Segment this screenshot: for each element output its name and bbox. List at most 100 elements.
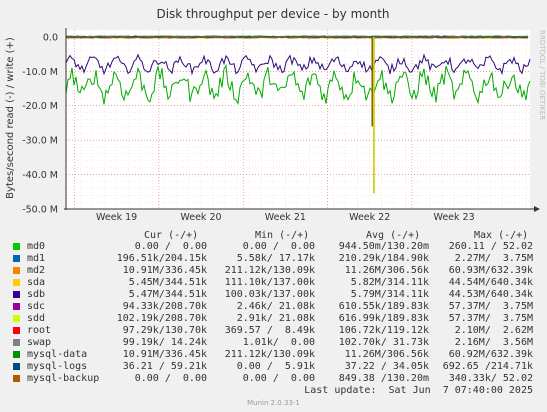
legend-name: root xyxy=(27,325,52,336)
legend-swatch xyxy=(13,375,20,382)
legend-row: mysql-data 10.91M/336.45k 211.12k/130.09k 1… xyxy=(0,349,547,361)
legend-max: 2.27M/ 3.75M xyxy=(454,253,533,264)
legend-swatch xyxy=(13,279,20,286)
legend-max: 260.11 / 52.02 xyxy=(448,241,533,252)
legend-avg: 944.50m/130.20m xyxy=(338,241,429,252)
legend-avg: 610.55k/189.83k xyxy=(338,301,429,312)
y-tick-label: -20.0 M xyxy=(22,101,58,112)
y-tick-label: -40.0 M xyxy=(22,170,58,181)
legend-swatch xyxy=(13,255,20,262)
legend-min: 369.57 / 8.49k xyxy=(224,325,315,336)
y-tick-label: 0.0 xyxy=(43,32,58,43)
legend-swatch xyxy=(13,327,20,334)
x-tick-label: Week 20 xyxy=(180,212,221,223)
legend-max: 692.65 /214.71k xyxy=(442,361,533,372)
legend-avg: 102.70k/ 31.73k xyxy=(338,337,429,348)
legend-cur: 102.19k/208.70k xyxy=(116,313,207,324)
legend-swatch xyxy=(13,315,20,322)
legend-swatch xyxy=(13,351,20,358)
y-tick-label: -50.0 M xyxy=(22,205,58,216)
legend-row: md2 10.91M/336.45k 211.12k/130.09k 11.26M/3… xyxy=(0,265,547,277)
legend-swatch xyxy=(13,291,20,298)
chart-title: Disk throughput per device - by month xyxy=(156,7,389,21)
legend-name: md0 xyxy=(27,241,46,252)
legend-swatch xyxy=(13,363,20,370)
zero-band-line xyxy=(65,36,529,39)
legend-cur: 94.33k/208.70k xyxy=(122,301,207,312)
legend-row: sda 5.45M/344.51k 111.10k/137.00k 5.82M/314… xyxy=(0,277,547,289)
x-tick-label: Week 23 xyxy=(434,212,475,223)
legend-cur: 99.19k/ 14.24k xyxy=(122,337,207,348)
legend-min: 0.00 / 0.00 xyxy=(242,373,315,384)
legend-avg: 5.79M/314.11k xyxy=(350,289,429,300)
legend-avg: 849.38 /130.20m xyxy=(338,373,429,384)
legend-max: 60.93M/632.39k xyxy=(448,265,533,276)
legend-min: 111.10k/137.00k xyxy=(224,277,315,288)
munin-version: Munin 2.0.33-1 xyxy=(247,399,300,407)
legend-name: mysql-backup xyxy=(27,373,100,384)
legend-name: sdc xyxy=(27,301,46,312)
legend-cur: 5.45M/344.51k xyxy=(128,277,207,288)
legend-max: 57.37M/ 3.75M xyxy=(448,313,533,324)
rrdtool-label: RRDTOOL / TOBI OETIKER xyxy=(538,30,546,120)
legend-avg: 616.99k/189.83k xyxy=(338,313,429,324)
legend-max: 2.16M/ 3.56M xyxy=(454,337,533,348)
legend-header-cur: Cur (-/+) xyxy=(144,230,199,241)
legend-min: 211.12k/130.09k xyxy=(224,265,315,276)
legend-row: md0 0.00 / 0.00 0.00 / 0.00 944.50m/130.20m… xyxy=(0,241,547,253)
legend-row: md1 196.51k/204.15k 5.58k/ 17.17k 210.29k/1… xyxy=(0,253,547,265)
legend-swatch xyxy=(13,339,20,346)
legend-min: 1.01k/ 0.00 xyxy=(242,337,315,348)
legend-min: 0.00 / 0.00 xyxy=(242,241,315,252)
legend-max: 340.33k/ 52.02 xyxy=(448,373,533,384)
legend-header-max: Max (-/+) xyxy=(474,230,529,241)
legend-header-avg: Avg (-/+) xyxy=(366,230,421,241)
legend-name: swap xyxy=(27,337,52,348)
legend-header-min: Min (-/+) xyxy=(255,230,310,241)
legend-swatch xyxy=(13,267,20,274)
legend-min: 0.00 / 5.91k xyxy=(236,361,315,372)
legend-min: 100.03k/137.00k xyxy=(224,289,315,300)
legend-swatch xyxy=(13,303,20,310)
legend-row: sdc 94.33k/208.70k 2.46k/ 21.08k 610.55k/18… xyxy=(0,301,547,313)
series-layer xyxy=(65,35,531,194)
legend-row: sdd 102.19k/208.70k 2.91k/ 21.08k 616.99k/1… xyxy=(0,313,547,325)
chart-svg: Disk throughput per device - by month 0.… xyxy=(5,7,546,223)
x-tick-label: Week 21 xyxy=(265,212,306,223)
y-axis-ticks: 0.0 -10.0 M -20.0 M -30.0 M -40.0 M -50.0 M xyxy=(22,32,58,215)
legend-cur: 0.00 / 0.00 xyxy=(134,373,207,384)
legend-row: root 97.29k/130.70k 369.57 / 8.49k 106.72k/… xyxy=(0,325,547,337)
x-axis-arrow xyxy=(534,206,540,212)
legend-name: mysql-data xyxy=(27,349,88,360)
legend-avg: 37.22 / 34.05k xyxy=(344,361,429,372)
legend-name: md2 xyxy=(27,265,46,276)
legend-avg: 210.29k/184.90k xyxy=(338,253,429,264)
legend-row: mysql-logs 36.21 / 59.21k 0.00 / 5.91k 37.2… xyxy=(0,361,547,373)
legend-max: 44.53M/640.34k xyxy=(448,289,533,300)
legend-min: 5.58k/ 17.17k xyxy=(236,253,315,264)
legend-name: sdd xyxy=(27,313,46,324)
legend-max: 57.37M/ 3.75M xyxy=(448,301,533,312)
legend-cur: 97.29k/130.70k xyxy=(122,325,207,336)
legend-name: sda xyxy=(27,277,46,288)
last-update: Last update: Sat Jun 7 07:40:00 2025 xyxy=(304,385,533,396)
legend-row: mysql-backup 0.00 / 0.00 0.00 / 0.00 849.38… xyxy=(0,373,547,385)
legend-header: Cur (-/+) Min (-/+) Avg (-/+) Max (-/+) xyxy=(0,230,547,242)
y-axis-label: Bytes/second read (-) / write (+) xyxy=(5,37,16,199)
legend-avg: 5.82M/314.11k xyxy=(350,277,429,288)
legend-max: 60.92M/632.39k xyxy=(448,349,533,360)
legend-avg: 11.26M/306.56k xyxy=(344,349,429,360)
legend-name: md1 xyxy=(27,253,46,264)
legend-min: 211.12k/130.09k xyxy=(224,349,315,360)
legend-cur: 196.51k/204.15k xyxy=(116,253,207,264)
series-sdb xyxy=(65,53,531,76)
y-tick-label: -10.0 M xyxy=(22,67,58,78)
legend-cur: 5.47M/344.51k xyxy=(128,289,207,300)
legend-name: mysql-logs xyxy=(27,361,88,372)
legend-min: 2.91k/ 21.08k xyxy=(236,313,315,324)
series-mysql-data xyxy=(65,64,531,105)
x-axis-ticks: Week 19 Week 20 Week 21 Week 22 Week 23 xyxy=(96,212,475,223)
legend-row: swap 99.19k/ 14.24k 1.01k/ 0.00 102.70k/ 31… xyxy=(0,337,547,349)
legend-row: sdb 5.47M/344.51k 100.03k/137.00k 5.79M/314… xyxy=(0,289,547,301)
legend-max: 44.54M/640.34k xyxy=(448,277,533,288)
